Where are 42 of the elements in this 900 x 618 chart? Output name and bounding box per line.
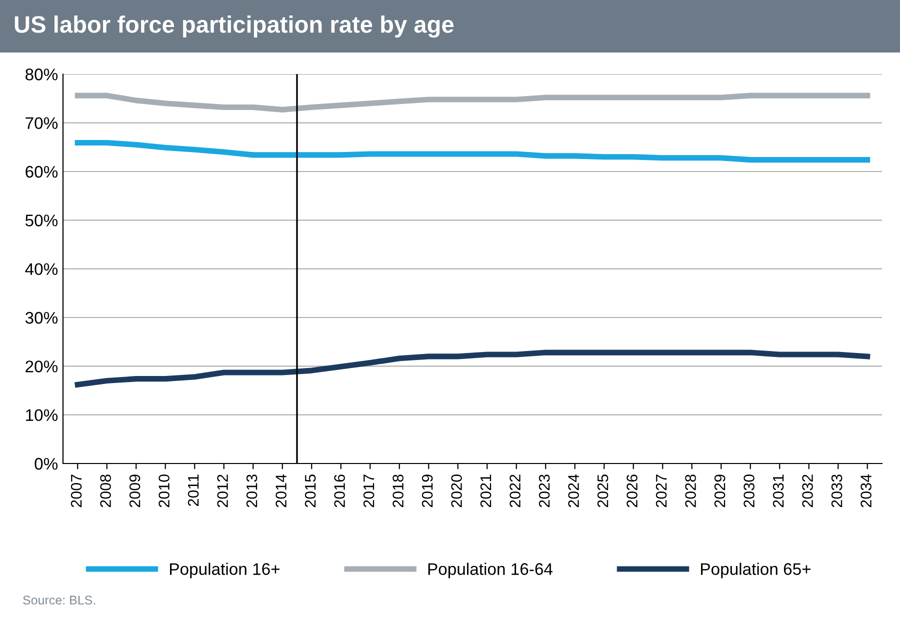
- legend-label: Population 16-64: [428, 562, 553, 578]
- chart-title: US labor force participation rate by age: [14, 16, 454, 38]
- y-tick-label: 30%: [25, 312, 58, 324]
- legend-label: Population 16+: [170, 562, 280, 578]
- x-tick-label: 2021: [480, 474, 492, 508]
- y-tick-label: 50%: [25, 214, 58, 226]
- legend-label: Population 65+: [701, 562, 811, 578]
- x-tick-label: 2032: [802, 474, 813, 508]
- y-tick-label: 70%: [26, 117, 58, 130]
- y-tick-label: 10%: [26, 409, 58, 422]
- y-tick-label: 20%: [26, 360, 58, 372]
- x-tick-label: 2018: [392, 474, 404, 508]
- y-tick-label: 80%: [26, 68, 58, 80]
- x-tick-label: 2010: [158, 474, 170, 508]
- x-tick-label: 2015: [304, 474, 316, 508]
- x-tick-label: 2034: [860, 474, 872, 508]
- x-tick-label: 2023: [538, 474, 550, 508]
- x-tick-label: 2008: [100, 474, 111, 508]
- x-tick-label: 2020: [451, 474, 462, 508]
- y-tick-label: 60%: [26, 166, 58, 178]
- x-tick-label: 2014: [276, 474, 286, 508]
- x-tick-label: 2009: [129, 474, 140, 508]
- x-tick-label: 2029: [714, 474, 726, 508]
- x-tick-label: 2030: [744, 474, 754, 508]
- x-tick-label: 2027: [656, 474, 667, 508]
- y-tick-label: 40%: [25, 263, 58, 276]
- x-tick-label: 2031: [772, 474, 784, 508]
- x-tick-label: 2025: [597, 474, 608, 508]
- source-note: Source: BLS.: [23, 596, 96, 605]
- x-tick-label: 2024: [568, 474, 579, 508]
- x-tick-label: 2026: [626, 474, 638, 508]
- x-tick-label: 2033: [831, 474, 842, 508]
- x-tick-label: 2022: [510, 474, 520, 508]
- x-tick-label: 2016: [334, 474, 345, 508]
- y-tick-label: 0%: [34, 458, 58, 470]
- x-tick-label: 2012: [217, 474, 228, 508]
- x-tick-label: 2007: [70, 474, 82, 508]
- x-tick-label: 2011: [188, 474, 199, 506]
- x-tick-label: 2019: [422, 474, 433, 508]
- x-tick-label: 2017: [363, 474, 374, 508]
- x-tick-label: 2013: [246, 474, 258, 508]
- x-tick-label: 2028: [685, 474, 696, 508]
